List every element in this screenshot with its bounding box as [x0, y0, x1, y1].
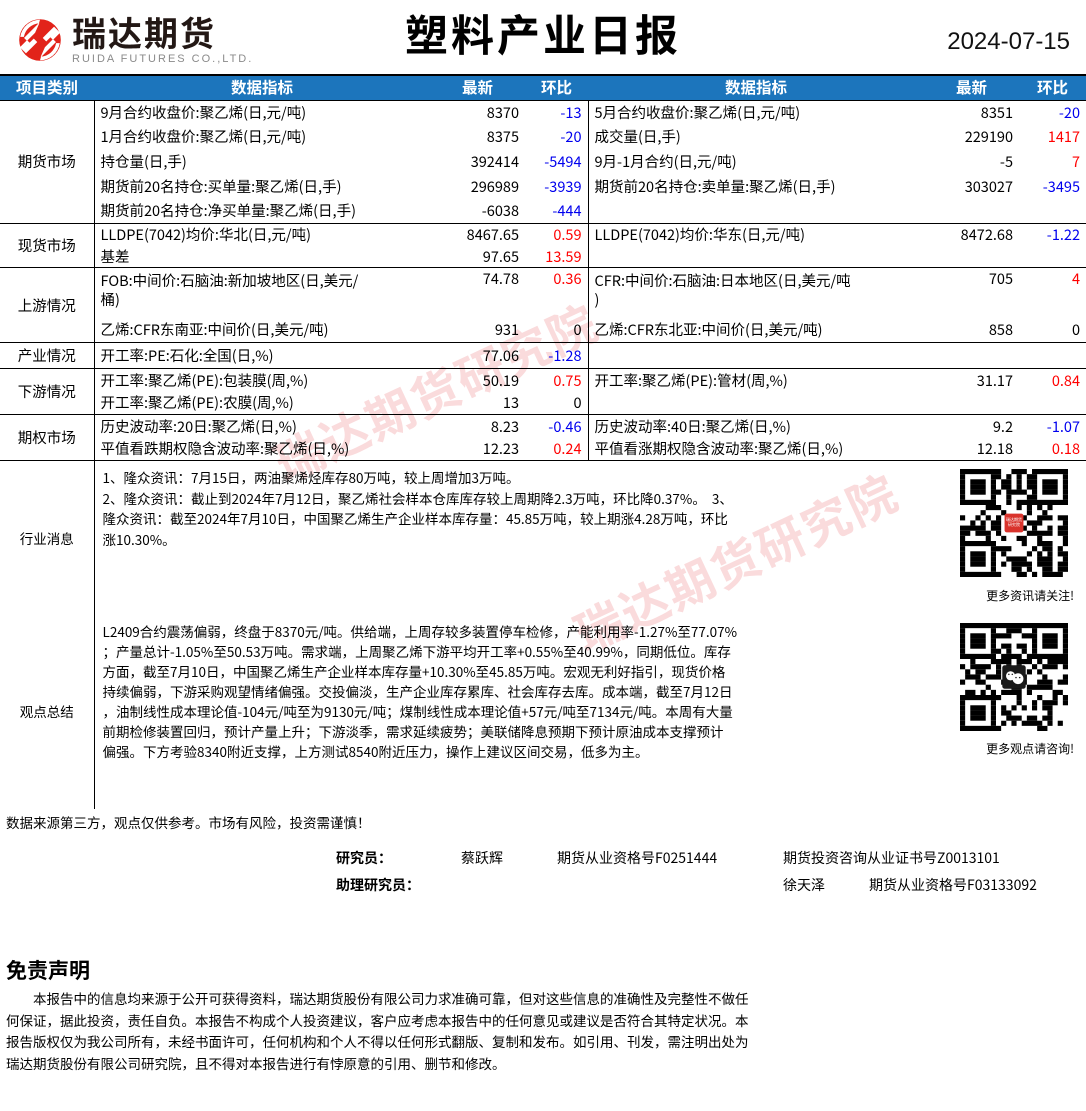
svg-text:研究院: 研究院: [1008, 521, 1020, 527]
svg-text:瑞达期货: 瑞达期货: [1006, 516, 1022, 522]
